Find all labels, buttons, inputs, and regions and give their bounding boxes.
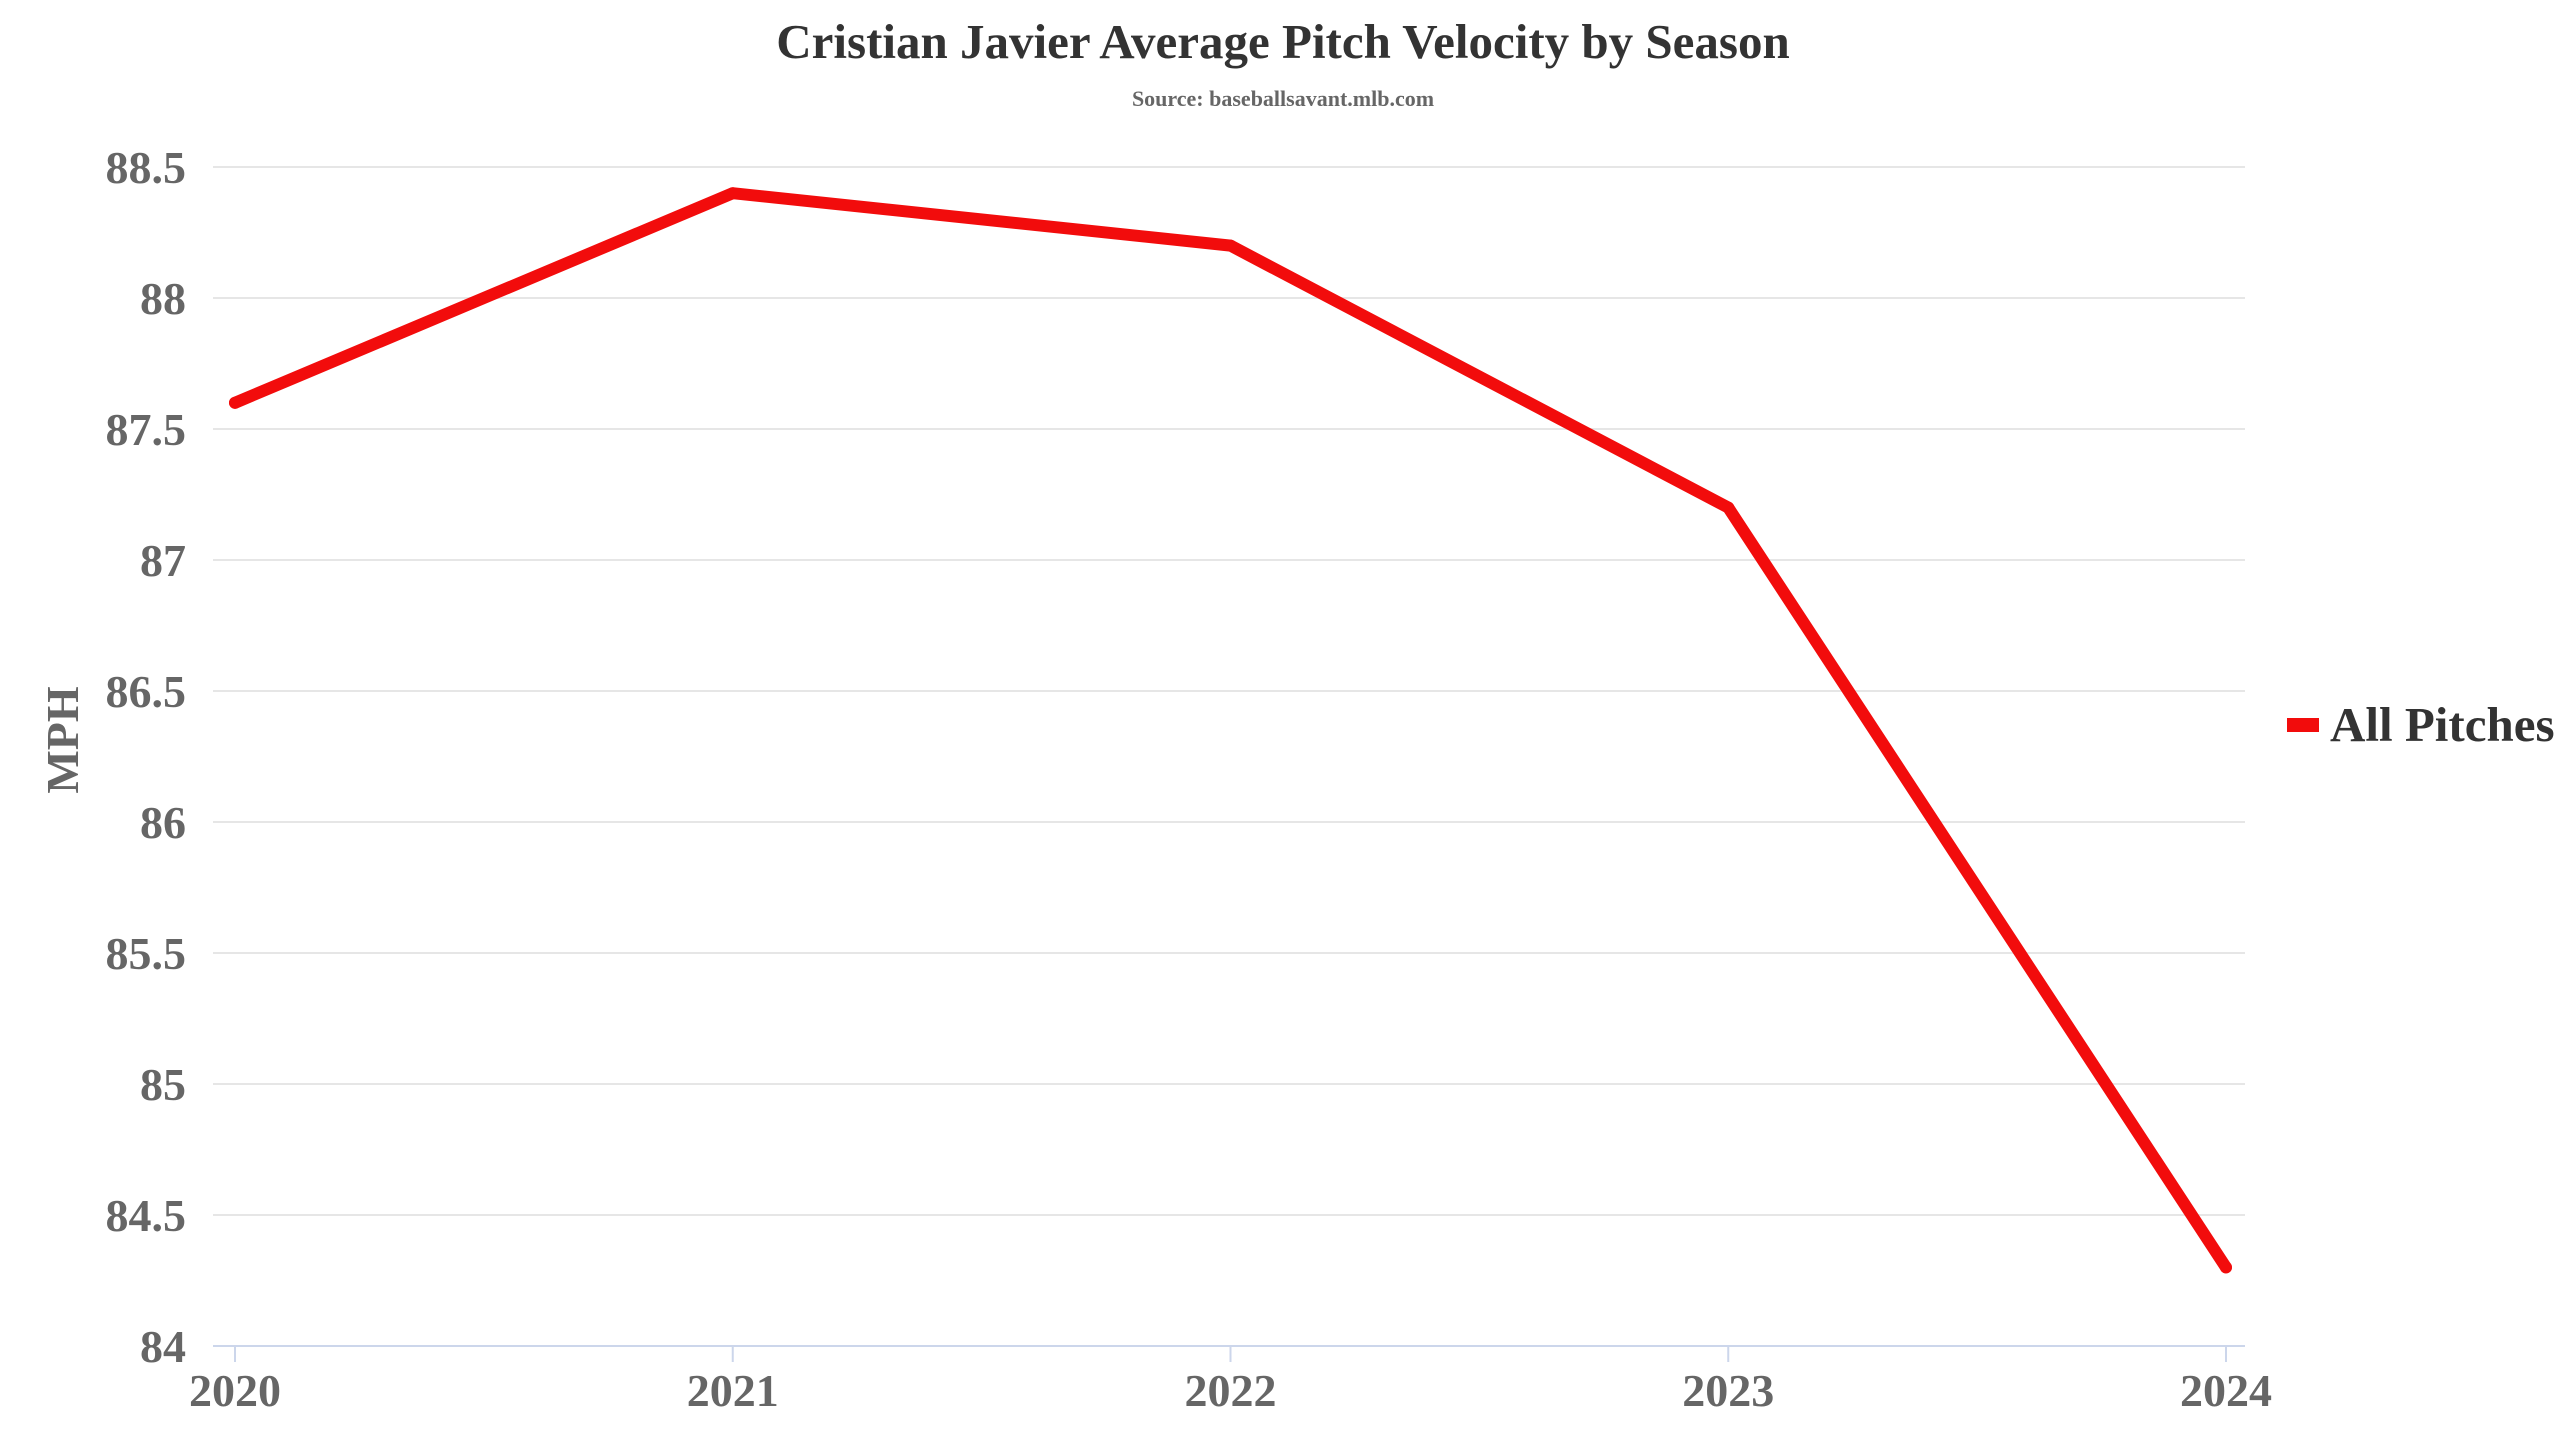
- x-axis-ticks: 2020 2021 2022 2023 2024: [189, 1346, 2272, 1416]
- series-line-all-pitches[interactable]: [229, 187, 2232, 1274]
- data-point[interactable]: [2220, 1261, 2232, 1274]
- y-tick-label: 84: [140, 1321, 186, 1372]
- legend-label[interactable]: All Pitches: [2330, 697, 2555, 752]
- y-tick-label: 85.5: [106, 928, 187, 979]
- y-tick-label: 88: [140, 273, 186, 324]
- y-tick-label: 87: [140, 535, 186, 586]
- data-point[interactable]: [229, 396, 241, 409]
- y-axis-ticks: 84 84.5 85 85.5 86 86.5 87 87.5 88 88.5: [106, 142, 187, 1372]
- y-tick-label: 87.5: [106, 404, 187, 455]
- series-layer: [229, 187, 2232, 1274]
- gridlines: [213, 166, 2245, 1347]
- x-tick-label: 2024: [2180, 1365, 2272, 1416]
- legend-swatch[interactable]: [2287, 718, 2319, 732]
- x-tick-label: 2023: [1682, 1365, 1774, 1416]
- chart-title: Cristian Javier Average Pitch Velocity b…: [776, 14, 1790, 69]
- x-tick-label: 2021: [687, 1365, 779, 1416]
- data-point[interactable]: [1224, 239, 1237, 252]
- x-tick-label: 2022: [1185, 1365, 1277, 1416]
- y-tick-label: 86.5: [106, 666, 187, 717]
- y-tick-label: 84.5: [106, 1190, 187, 1241]
- y-axis-title: MPH: [37, 686, 88, 794]
- y-tick-label: 86: [140, 797, 186, 848]
- data-point[interactable]: [1722, 501, 1735, 514]
- y-tick-label: 85: [140, 1059, 186, 1110]
- legend[interactable]: All Pitches: [2287, 697, 2555, 752]
- y-tick-label: 88.5: [106, 142, 187, 193]
- chart-subtitle: Source: baseballsavant.mlb.com: [1132, 86, 1434, 111]
- x-tick-label: 2020: [189, 1365, 281, 1416]
- data-point[interactable]: [726, 187, 739, 200]
